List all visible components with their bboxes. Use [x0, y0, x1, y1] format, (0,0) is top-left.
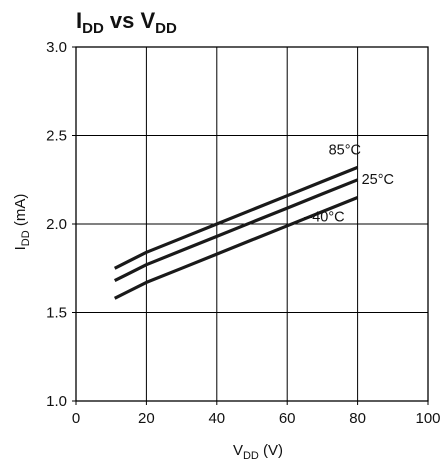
chart-title-main-1: I	[76, 8, 82, 33]
x-axis-label-sub: DD	[243, 450, 259, 462]
series-line	[113, 196, 359, 300]
series	[113, 165, 359, 300]
series-labels: 85°C25°C –40°C	[304, 142, 394, 225]
y-axis-label-main: I	[12, 246, 29, 250]
y-axis-label: IDD (mA)	[12, 194, 32, 251]
y-tick-label: 1.5	[46, 305, 67, 322]
series-label: 25°C	[362, 172, 394, 188]
x-tick-label: 60	[279, 410, 296, 427]
grid	[76, 47, 428, 401]
y-tick-label: 2.5	[46, 128, 67, 145]
x-tick-label: 0	[72, 410, 80, 427]
series-line	[113, 165, 359, 270]
y-tick-label: 2.0	[46, 216, 67, 233]
y-tick-label: 3.0	[46, 39, 67, 56]
x-tick-label: 100	[415, 410, 440, 427]
chart-title-sub-2: DD	[155, 20, 177, 37]
chart-title-sub-1: DD	[82, 20, 104, 37]
chart-title: IDD vs VDD	[76, 8, 177, 37]
series-line	[113, 178, 359, 283]
x-tick-label: 80	[349, 410, 366, 427]
axes	[72, 46, 429, 405]
x-tick-label: 40	[208, 410, 225, 427]
chart-title-main-2: vs V	[104, 8, 156, 33]
series-label: –40°C	[304, 209, 344, 225]
x-axis-label: VDD (V)	[233, 442, 283, 462]
x-axis-label-unit: (V)	[259, 442, 283, 459]
y-axis-label-sub: DD	[20, 230, 32, 246]
x-axis-label-main: V	[233, 442, 243, 459]
y-axis-label-unit: (mA)	[12, 194, 29, 231]
tick-labels: 0 20 40 60 80 100 1.0 1.5 2.0 2.5 3.0	[46, 39, 440, 427]
x-tick-label: 20	[138, 410, 155, 427]
y-tick-label: 1.0	[46, 393, 67, 410]
series-label: 85°C	[329, 142, 361, 158]
